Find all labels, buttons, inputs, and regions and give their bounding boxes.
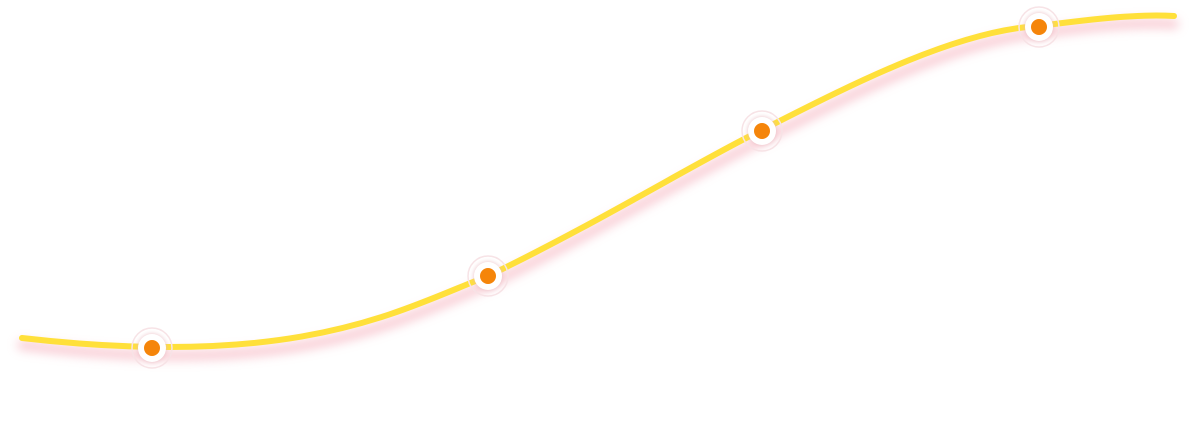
marker-halo [467, 255, 509, 297]
marker-dot [480, 268, 496, 284]
milestone-marker-4 [1018, 6, 1060, 48]
marker-dot [144, 340, 160, 356]
marker-dot [754, 123, 770, 139]
timeline-markers [131, 6, 1060, 369]
milestone-marker-1 [131, 327, 173, 369]
milestone-marker-2 [467, 255, 509, 297]
marker-halo [131, 327, 173, 369]
timeline-curve [19, 12, 1177, 351]
timeline-curve-glow [17, 18, 1179, 361]
marker-dot [1031, 19, 1047, 35]
milestone-marker-3 [741, 110, 783, 152]
marker-halo [741, 110, 783, 152]
marker-halo [1018, 6, 1060, 48]
